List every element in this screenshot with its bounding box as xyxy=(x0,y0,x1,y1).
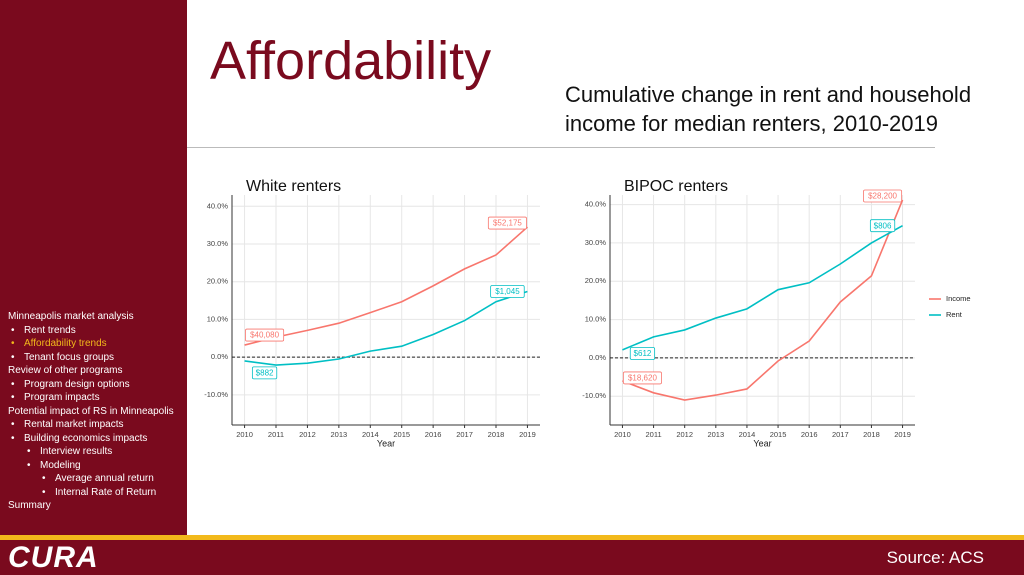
legend-label: Rent xyxy=(946,310,963,319)
legend-label: Income xyxy=(946,294,971,303)
source: Source: ACS xyxy=(886,548,984,567)
y-tick-label: -10.0% xyxy=(582,391,606,400)
y-tick-label: 20.0% xyxy=(207,277,229,286)
chart-panel xyxy=(575,160,990,455)
outline-item: Program design options xyxy=(11,378,130,391)
x-tick-label: 2013 xyxy=(331,430,348,439)
outline-item: Summary xyxy=(8,500,51,511)
x-tick-label: 2019 xyxy=(519,430,536,439)
point-label: $1,045 xyxy=(490,285,525,298)
slide-subtitle: Cumulative change in rent and household … xyxy=(565,82,972,136)
outline-item: Internal Rate of Return xyxy=(42,486,156,499)
point-label-box xyxy=(622,371,662,385)
y-tick-label: 10.0% xyxy=(585,315,607,324)
x-tick-label: 2011 xyxy=(646,430,662,439)
point-label-text: $1,045 xyxy=(495,287,520,296)
x-axis-title: Year xyxy=(377,438,395,448)
series-line xyxy=(622,199,904,401)
point-label-box xyxy=(251,366,278,380)
outline-item: Potential impact of RS in Minneapolis xyxy=(8,405,174,417)
y-tick-label: 0.0% xyxy=(211,352,228,361)
y-tick-label: 40.0% xyxy=(585,200,607,209)
outline-item: Average annual return xyxy=(42,472,154,485)
outline-item: Program impacts xyxy=(11,391,100,404)
point-label: $40,080 xyxy=(245,328,285,342)
footer-stripe xyxy=(0,535,1024,540)
point-label: $882 xyxy=(251,366,278,380)
x-tick-label: 2018 xyxy=(488,430,505,439)
x-tick-label: 2013 xyxy=(707,430,724,439)
outline-item: Rent trends xyxy=(11,324,76,337)
series-line xyxy=(622,224,903,351)
x-tick-label: 2015 xyxy=(770,430,787,439)
x-tick-label: 2014 xyxy=(739,430,756,439)
chart-title: White renters xyxy=(246,178,341,195)
outline-item: Modeling xyxy=(27,459,80,472)
outline-item: Interview results xyxy=(27,445,112,458)
point-label-text: $882 xyxy=(256,369,274,378)
x-tick-label: 2012 xyxy=(299,430,316,439)
point-label-text: $18,620 xyxy=(628,374,657,383)
x-tick-label: 2010 xyxy=(236,430,253,439)
point-label-box xyxy=(629,347,656,360)
outline-item: Review of other programs xyxy=(8,365,123,376)
y-tick-label: 20.0% xyxy=(585,276,607,285)
y-tick-label: 40.0% xyxy=(207,201,229,210)
outline-item: Tenant focus groups xyxy=(11,351,114,364)
outline-item: Minneapolis market analysis xyxy=(8,311,134,322)
point-label-box xyxy=(863,189,903,203)
point-label-text: $612 xyxy=(634,349,652,358)
y-tick-label: 30.0% xyxy=(207,239,229,248)
point-label-box xyxy=(487,216,527,230)
charts: -10.0% 0.0% 10.0% 20.0% 30.0% 40.0% 2010 2011 20… xyxy=(204,160,990,455)
slide-title: Affordability xyxy=(210,31,492,91)
footer xyxy=(0,540,1024,575)
x-tick-label: 2018 xyxy=(863,430,880,439)
point-label-box xyxy=(245,328,285,342)
y-tick-label: 30.0% xyxy=(585,238,607,247)
series-line xyxy=(244,226,528,346)
y-tick-label: 10.0% xyxy=(207,314,229,323)
x-tick-label: 2010 xyxy=(614,430,631,439)
point-label: $18,620 xyxy=(622,371,662,385)
point-label: $52,175 xyxy=(487,216,527,230)
x-tick-label: 2016 xyxy=(425,430,442,439)
x-tick-label: 2012 xyxy=(676,430,693,439)
x-tick-label: 2017 xyxy=(832,430,849,439)
point-label: $28,200 xyxy=(863,189,903,203)
logo: CURA xyxy=(8,541,99,574)
outline-item: Building economics impacts xyxy=(11,432,147,445)
point-label-text: $52,175 xyxy=(493,219,522,228)
divider xyxy=(187,147,935,148)
point-label-text: $40,080 xyxy=(250,331,279,340)
x-tick-label: 2016 xyxy=(801,430,818,439)
y-tick-label: 0.0% xyxy=(589,353,606,362)
x-tick-label: 2017 xyxy=(456,430,473,439)
chart-title: BIPOC renters xyxy=(624,178,728,195)
x-tick-label: 2011 xyxy=(268,430,284,439)
outline-item: Affordability trends xyxy=(11,337,107,350)
x-axis-title: Year xyxy=(753,438,771,448)
x-tick-label: 2019 xyxy=(894,430,911,439)
x-tick-label: 2015 xyxy=(393,430,410,439)
y-tick-label: -10.0% xyxy=(204,390,228,399)
point-label-text: $806 xyxy=(874,221,892,230)
point-label: $806 xyxy=(869,219,896,233)
point-label: $612 xyxy=(629,347,656,360)
point-label-box xyxy=(490,285,525,298)
x-tick-label: 2014 xyxy=(362,430,379,439)
point-label-box xyxy=(869,219,896,233)
series-line xyxy=(244,290,528,366)
outline-item: Rental market impacts xyxy=(11,418,124,431)
point-label-text: $28,200 xyxy=(868,192,897,201)
